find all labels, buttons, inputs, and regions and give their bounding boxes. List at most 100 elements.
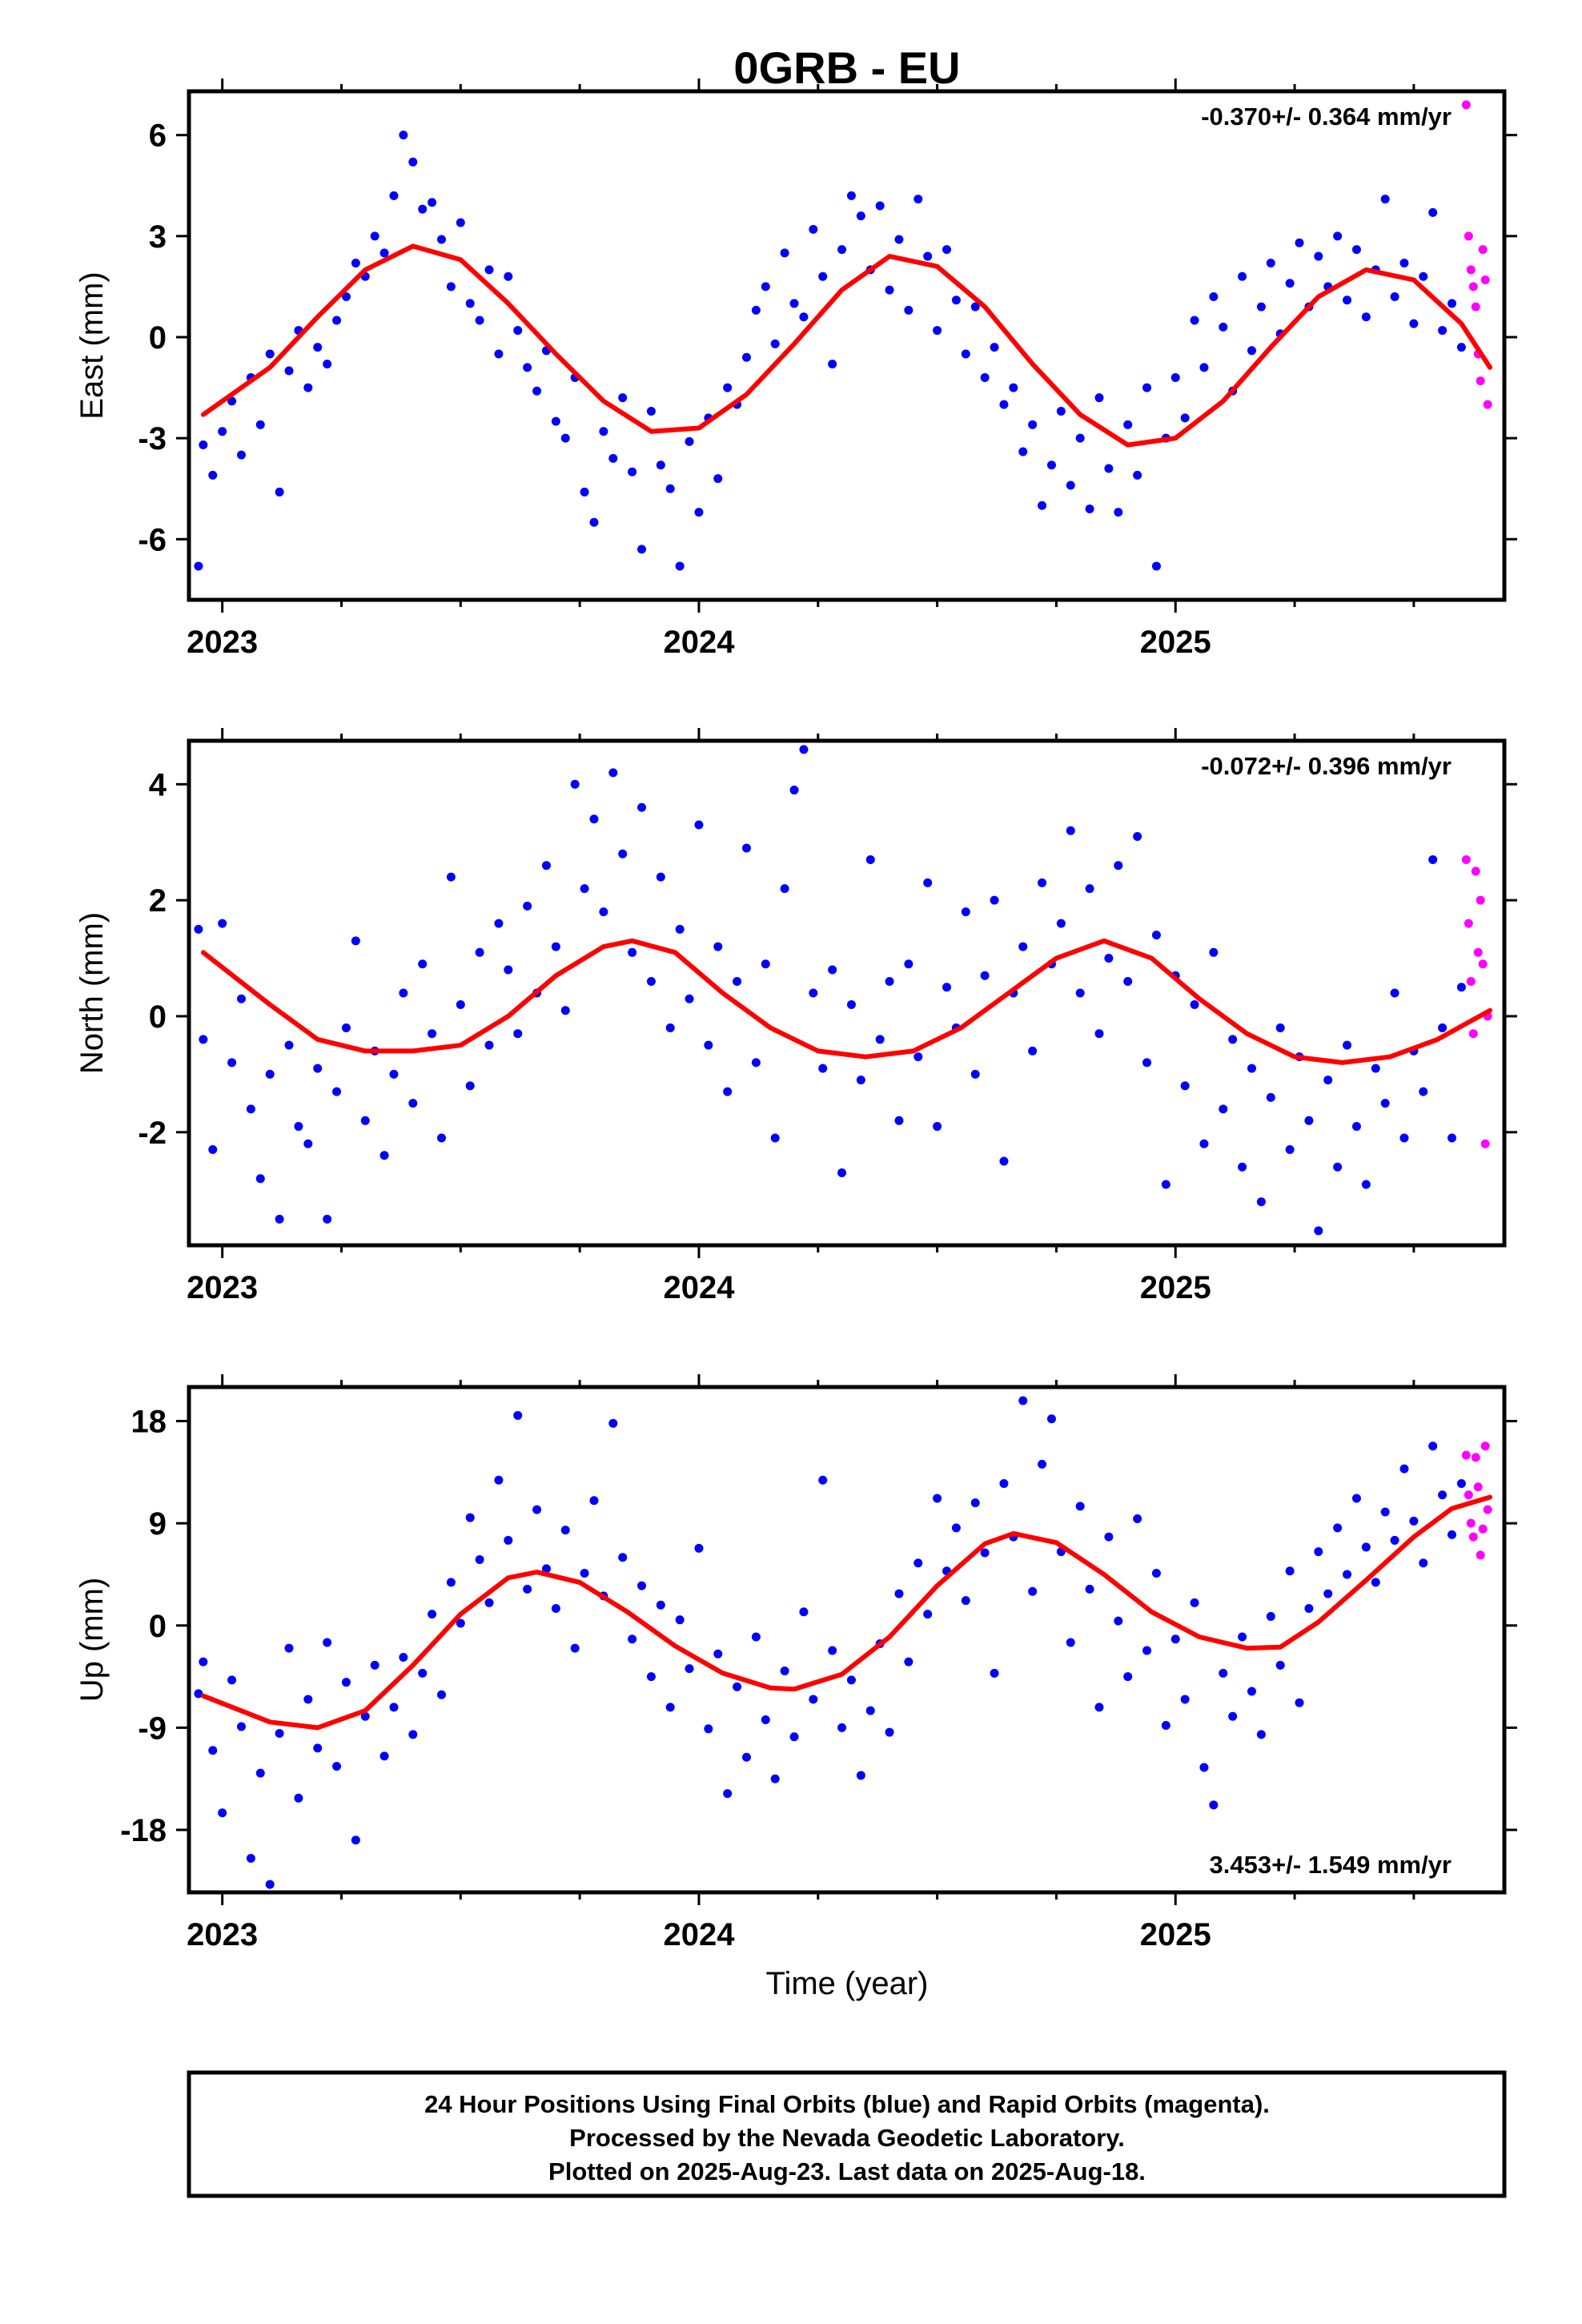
up-final-orbit-point	[1018, 1396, 1028, 1405]
east-final-orbit-point	[1123, 420, 1133, 429]
north-final-orbit-point	[341, 1023, 351, 1032]
north-final-orbit-point	[1285, 1145, 1295, 1155]
north-final-orbit-point	[599, 907, 608, 917]
up-final-orbit-point	[408, 1730, 418, 1739]
north-y-axis-label: North (mm)	[74, 912, 110, 1074]
north-final-orbit-point	[723, 1087, 733, 1096]
up-final-orbit-point	[913, 1558, 923, 1568]
east-final-orbit-point	[523, 363, 532, 372]
east-final-orbit-point	[1094, 393, 1104, 403]
up-final-orbit-point	[1399, 1464, 1409, 1474]
east-final-orbit-point	[456, 218, 465, 227]
up-final-orbit-point	[1390, 1535, 1399, 1545]
north-final-orbit-point	[1133, 831, 1142, 841]
east-final-orbit-point	[194, 561, 203, 571]
up-final-orbit-point	[1046, 1414, 1056, 1424]
up-final-orbit-point	[970, 1498, 980, 1508]
east-final-orbit-point	[1438, 326, 1447, 336]
page-title: 0GRB - EU	[733, 42, 960, 93]
north-final-orbit-point	[1323, 1076, 1333, 1085]
up-final-orbit-point	[303, 1695, 313, 1704]
up-rapid-orbit-point	[1476, 1550, 1485, 1560]
east-final-orbit-point	[199, 440, 208, 450]
east-final-orbit-point	[513, 326, 523, 336]
up-final-orbit-point	[332, 1762, 342, 1771]
up-final-orbit-point	[1028, 1586, 1038, 1596]
up-final-orbit-point	[456, 1618, 465, 1628]
north-final-orbit-point	[1314, 1226, 1323, 1236]
north-final-orbit-point	[637, 802, 647, 812]
up-final-orbit-point	[218, 1808, 227, 1818]
up-rapid-orbit-point	[1464, 1490, 1473, 1500]
up-final-orbit-point	[637, 1581, 647, 1590]
north-y-tick-label: -2	[138, 1116, 167, 1151]
east-rate-label: -0.370+/- 0.364 mm/yr	[1201, 103, 1452, 131]
up-final-orbit-point	[961, 1596, 970, 1606]
up-final-orbit-point	[255, 1768, 265, 1778]
up-final-orbit-point	[733, 1682, 742, 1691]
up-x-tick-label: 2025	[1140, 1917, 1211, 1952]
north-final-orbit-point	[1209, 947, 1219, 957]
north-final-orbit-point	[1304, 1116, 1314, 1125]
up-final-orbit-point	[1038, 1459, 1047, 1469]
up-final-orbit-point	[227, 1675, 237, 1685]
up-final-orbit-point	[608, 1418, 618, 1428]
north-final-orbit-point	[904, 959, 913, 969]
up-final-orbit-point	[294, 1793, 303, 1803]
north-x-tick-label: 2024	[663, 1270, 735, 1305]
north-final-orbit-point	[551, 942, 560, 951]
chart-panels: 2023 2024 2025 6 3 0 -3 -6 East (mm) -0.370+/- 0.…	[74, 78, 1517, 1952]
east-final-orbit-point	[741, 352, 751, 362]
north-final-orbit-point	[236, 994, 246, 1003]
up-final-orbit-point	[284, 1643, 294, 1653]
east-final-orbit-point	[1456, 343, 1466, 352]
north-final-orbit-point	[465, 1081, 475, 1091]
east-final-orbit-point	[761, 282, 770, 292]
east-final-orbit-point	[675, 561, 685, 571]
up-final-orbit-point	[799, 1607, 809, 1617]
north-final-orbit-point	[541, 861, 551, 870]
up-final-orbit-point	[770, 1774, 780, 1783]
north-final-orbit-point	[194, 924, 203, 934]
east-final-orbit-point	[1170, 372, 1180, 382]
north-final-orbit-point	[1333, 1162, 1343, 1172]
up-final-orbit-point	[665, 1703, 675, 1712]
up-final-orbit-point	[323, 1638, 332, 1647]
up-final-orbit-point	[856, 1771, 865, 1780]
footer-box: 24 Hour Positions Using Final Orbits (bl…	[187, 2070, 1507, 2198]
up-final-orbit-point	[504, 1535, 513, 1545]
up-final-orbit-point	[570, 1643, 580, 1653]
north-final-orbit-point	[856, 1076, 865, 1085]
east-final-orbit-point	[856, 211, 865, 221]
north-final-orbit-point	[1151, 931, 1161, 940]
up-final-orbit-point	[1075, 1502, 1085, 1511]
east-rapid-orbit-point	[1466, 265, 1476, 275]
east-final-orbit-point	[1266, 258, 1275, 267]
up-final-orbit-point	[551, 1604, 560, 1614]
east-final-orbit-point	[465, 299, 475, 308]
up-final-orbit-point	[1361, 1542, 1371, 1552]
north-final-orbit-point	[1256, 1197, 1266, 1207]
north-final-orbit-point	[1238, 1162, 1247, 1172]
north-final-orbit-point	[923, 878, 933, 887]
east-final-orbit-point	[599, 427, 608, 436]
east-final-orbit-point	[818, 271, 828, 281]
north-final-orbit-point	[875, 1035, 885, 1044]
east-final-orbit-point	[923, 251, 933, 261]
east-final-orbit-point	[1114, 508, 1123, 517]
up-final-orbit-point	[1285, 1566, 1295, 1576]
up-final-orbit-point	[846, 1675, 856, 1685]
up-final-orbit-point	[761, 1715, 770, 1724]
up-data-points	[194, 1396, 1492, 1889]
up-final-orbit-point	[1123, 1672, 1133, 1682]
up-y-tick-label: 9	[149, 1506, 167, 1542]
north-final-orbit-point	[704, 1040, 713, 1050]
up-final-orbit-point	[980, 1548, 990, 1558]
east-final-orbit-point	[970, 302, 980, 312]
east-final-orbit-point	[951, 296, 961, 305]
up-plot-frame	[187, 1385, 1507, 1895]
north-final-orbit-point	[265, 1069, 275, 1079]
north-final-orbit-point	[1351, 1122, 1361, 1132]
up-final-orbit-point	[523, 1584, 532, 1594]
north-final-orbit-point	[1075, 988, 1085, 998]
